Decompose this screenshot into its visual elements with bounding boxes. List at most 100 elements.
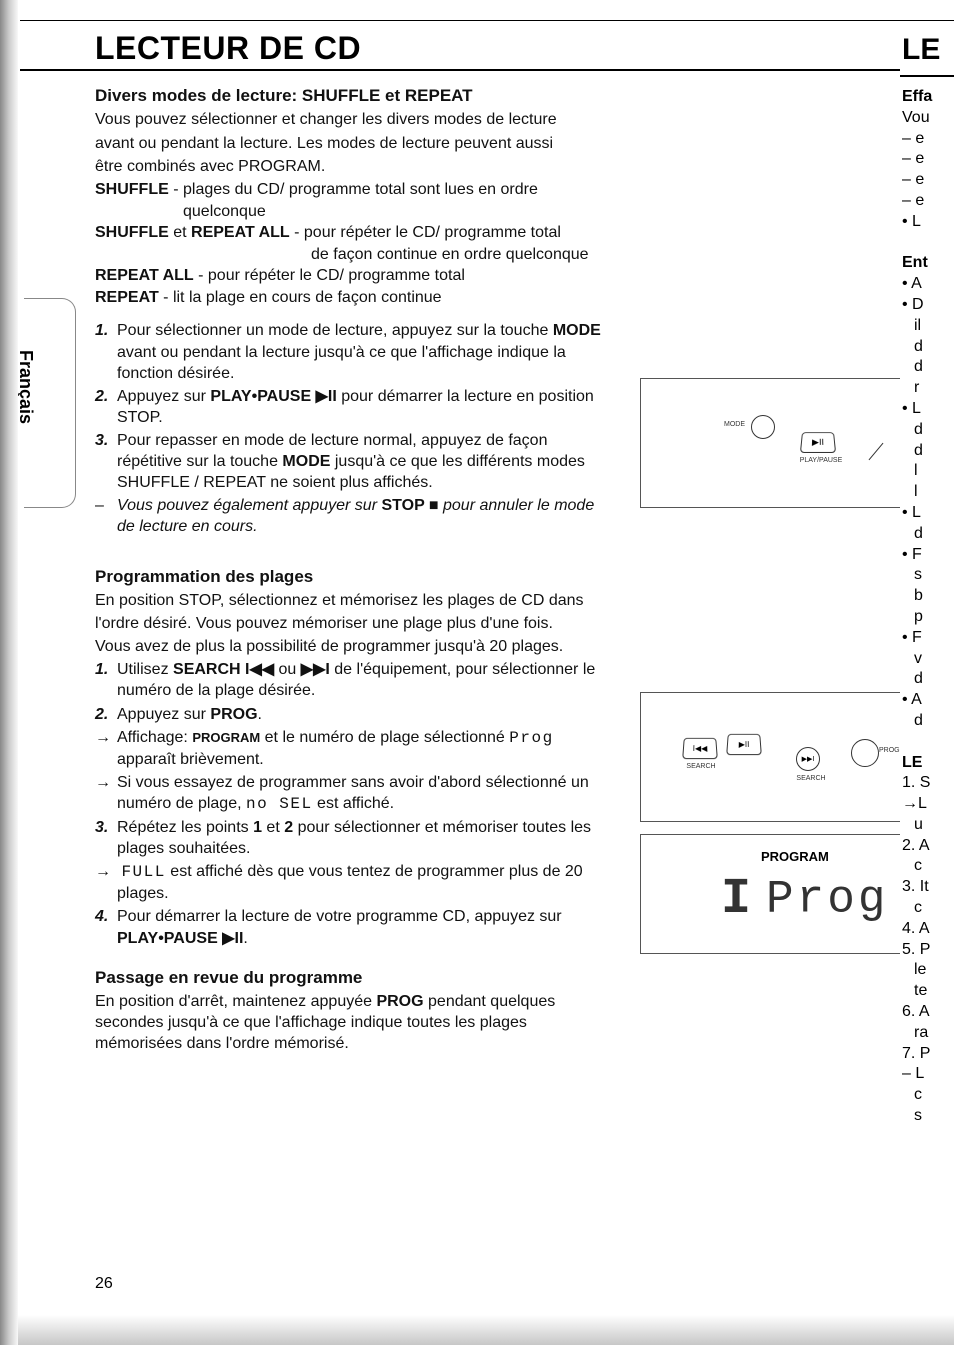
cutoff-row: Ent: [900, 253, 954, 274]
cutoff-row: r: [900, 378, 954, 399]
step1-b: avant ou pendant la lecture jusqu'à ce q…: [117, 344, 566, 382]
s2-step3-num: 3.: [95, 817, 117, 859]
s2-arrow2-body: Si vous essayez de programmer sans avoir…: [117, 772, 615, 815]
def-shuffle-cont: quelconque: [183, 201, 615, 222]
note-stop: – Vous pouvez également appuyer sur STOP…: [95, 495, 615, 537]
s2s1a: Utilisez: [117, 661, 173, 678]
s2-arrow1-body: Affichage: PROGRAM et le numéro de plage…: [117, 727, 615, 770]
def-repeat-all: REPEAT ALL - pour répéter le CD/ program…: [95, 265, 615, 286]
cutoff-row: • A: [900, 274, 954, 295]
cutoff-row: [900, 233, 954, 254]
cutoff-row: →L: [900, 794, 954, 815]
search-label-left: SEARCH: [671, 763, 731, 770]
s2-step2: 2. Appuyez sur PROG.: [95, 704, 615, 725]
def-shuffle-repeat: SHUFFLE et REPEAT ALL - pour répéter le …: [95, 222, 615, 243]
cutoff-row: – e: [900, 170, 954, 191]
step1: 1. Pour sélectionner un mode de lecture,…: [95, 320, 615, 383]
section1-steps: 1. Pour sélectionner un mode de lecture,…: [95, 320, 615, 537]
search-rew-button-icon: I◀◀: [682, 738, 718, 759]
cutoff-row: • A: [900, 690, 954, 711]
rew-glyph: I◀◀: [693, 744, 708, 753]
cutoff-row: le: [900, 960, 954, 981]
page-title: LECTEUR DE CD: [95, 30, 954, 67]
cutoff-row: 4. A: [900, 919, 954, 940]
section2-intro1: En position STOP, sélectionnez et mémori…: [95, 590, 615, 611]
section1-heading: Divers modes de lecture: SHUFFLE et REPE…: [95, 85, 615, 107]
display-prog: Prog: [766, 874, 888, 926]
term-shuffle2: SHUFFLE: [95, 224, 169, 241]
figure-program-display: PROGRAM IProg: [640, 834, 930, 954]
mode-button-icon: [751, 415, 775, 439]
display-digit-one: I: [721, 871, 754, 928]
term-shuffle: SHUFFLE: [95, 181, 169, 198]
section2-heading: Programmation des plages: [95, 566, 615, 588]
dash: –: [95, 495, 117, 537]
step1-num: 1.: [95, 320, 117, 383]
s2s4b: .: [243, 930, 247, 947]
cutoff-row: 5. P: [900, 940, 954, 961]
s2s3-et: et: [262, 819, 284, 836]
s2a1-prog: PROGRAM: [192, 730, 260, 745]
cutoff-row: 7. P: [900, 1044, 954, 1065]
cutoff-row: Vou: [900, 108, 954, 129]
cutoff-row: te: [900, 981, 954, 1002]
step1-a: Pour sélectionner un mode de lecture, ap…: [117, 322, 553, 339]
cutoff-row: – e: [900, 149, 954, 170]
s3-prog: PROG: [376, 993, 423, 1010]
s2-arrow3: → FULL est affiché dès que vous tentez d…: [95, 861, 615, 904]
cutoff-row: 1. S: [900, 773, 954, 794]
arrow-icon: →: [95, 727, 117, 770]
s2s3-1: 1: [253, 819, 262, 836]
cutoff-row: ra: [900, 1023, 954, 1044]
cutoff-next-page: LE EffaVou– e– e– e– e• L Ent• A• D il d…: [900, 28, 954, 1298]
s2-step1-num: 1.: [95, 659, 117, 701]
mode-label: MODE: [711, 421, 745, 428]
cutoff-row: LE: [900, 753, 954, 774]
term-repeat: REPEAT: [95, 289, 159, 306]
prog-button-icon: [851, 739, 879, 767]
s2-arrow1: → Affichage: PROGRAM et le numéro de pla…: [95, 727, 615, 770]
playpause-glyph: ▶II: [812, 437, 824, 447]
s2-step4-num: 4.: [95, 906, 117, 948]
cutoff-row: s: [900, 565, 954, 586]
binding-edge: [0, 0, 18, 1345]
s2-step3-body: Répétez les points 1 et 2 pour sélection…: [117, 817, 615, 859]
main-content: Divers modes de lecture: SHUFFLE et REPE…: [95, 85, 615, 1054]
search-label-right: SEARCH: [781, 775, 841, 782]
page: LECTEUR DE CD Français Divers modes de l…: [0, 0, 954, 1345]
step2: 2. Appuyez sur PLAY•PAUSE ▶II pour démar…: [95, 386, 615, 428]
fwd-glyph: ▶▶I: [802, 755, 815, 763]
def-shuffle: SHUFFLE - plages du CD/ programme total …: [95, 179, 615, 200]
term-repeat-all2: REPEAT ALL: [95, 267, 194, 284]
s2s3a: Répétez les points: [117, 819, 253, 836]
s2-step4-body: Pour démarrer la lecture de votre progra…: [117, 906, 615, 948]
cutoff-row: Effa: [900, 87, 954, 108]
step2-num: 2.: [95, 386, 117, 428]
step2-pp: PLAY•PAUSE ▶II: [210, 388, 336, 405]
cutoff-row: • L: [900, 212, 954, 233]
cutoff-row: c: [900, 856, 954, 877]
note-stop-term: STOP ■: [381, 497, 438, 514]
s2s2a: Appuyez sur: [117, 706, 210, 723]
s2-step4: 4. Pour démarrer la lecture de votre pro…: [95, 906, 615, 948]
arrow-icon: →: [95, 861, 117, 904]
section1-intro-line1: Vous pouvez sélectionner et changer les …: [95, 109, 615, 130]
s2-arrow2: → Si vous essayez de programmer sans avo…: [95, 772, 615, 815]
s3a: En position d'arrêt, maintenez appuyée: [95, 993, 376, 1010]
cutoff-row: 3. It: [900, 877, 954, 898]
s2a2b: est affiché.: [313, 795, 395, 812]
step1-body: Pour sélectionner un mode de lecture, ap…: [117, 320, 615, 383]
cutoff-row: 2. A: [900, 836, 954, 857]
cutoff-rule: [900, 75, 954, 77]
search-fwd-button-icon: ▶▶I: [796, 747, 820, 771]
s2-step3: 3. Répétez les points 1 et 2 pour sélect…: [95, 817, 615, 859]
section1-intro-line2: avant ou pendant la lecture. Les modes d…: [95, 133, 615, 154]
section1-intro-line3: être combinés avec PROGRAM.: [95, 156, 615, 177]
cutoff-row: p: [900, 607, 954, 628]
step2-a: Appuyez sur: [117, 388, 210, 405]
s2s1-fwd: ▶▶I: [301, 661, 330, 678]
cutoff-row: b: [900, 586, 954, 607]
step3-num: 3.: [95, 430, 117, 493]
cutoff-row: – e: [900, 191, 954, 212]
program-display-label: PROGRAM: [761, 849, 829, 864]
